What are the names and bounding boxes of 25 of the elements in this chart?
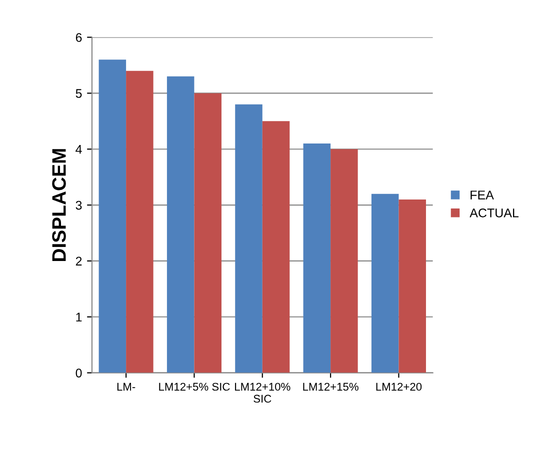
x-tick-label: LM- (117, 382, 136, 391)
bar (262, 121, 290, 373)
y-tick-label: 4 (76, 145, 82, 154)
x-tick-label: LM12+10% SIC (235, 382, 290, 403)
bar (330, 149, 358, 373)
y-tick-label: 3 (76, 200, 82, 210)
y-tick-label: 2 (76, 256, 82, 266)
bar (126, 70, 154, 373)
y-tick-label: 0 (76, 368, 82, 378)
x-tick-label: LM12+15% (303, 382, 358, 391)
bar (166, 76, 194, 373)
x-tick-label: LM12+20 (376, 382, 422, 391)
bar (371, 194, 399, 373)
y-tick-label: 5 (76, 89, 82, 98)
bar (98, 60, 126, 373)
bar (194, 93, 222, 373)
bar (303, 144, 331, 373)
legend-label: ACTUAL (470, 208, 519, 218)
x-tick-label: LM12+5% SIC (159, 382, 230, 391)
bar (398, 199, 426, 373)
bar (235, 104, 262, 373)
y-tick-label: 1 (76, 312, 82, 322)
y-axis-title: DISPLACEM (52, 149, 66, 261)
y-tick-label: 6 (76, 33, 82, 42)
legend-label: FEA (470, 190, 494, 200)
